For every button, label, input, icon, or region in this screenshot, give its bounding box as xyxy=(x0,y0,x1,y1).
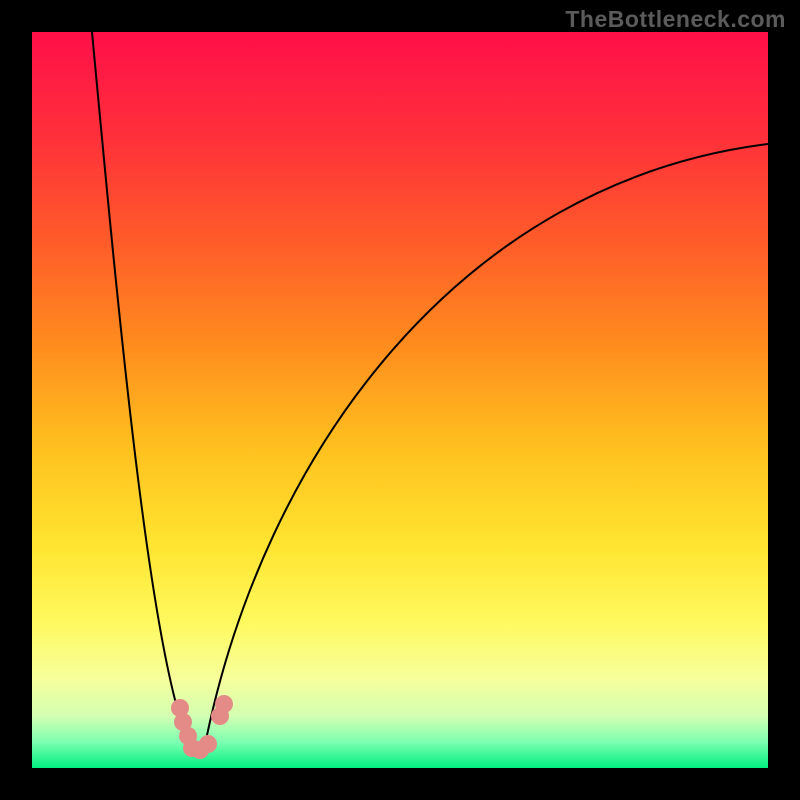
plot-area xyxy=(32,32,768,768)
watermark-text: TheBottleneck.com xyxy=(565,6,786,33)
gradient-background xyxy=(32,32,768,768)
chart-container: TheBottleneck.com xyxy=(0,0,800,800)
data-marker xyxy=(199,735,217,753)
plot-svg xyxy=(32,32,768,768)
data-marker xyxy=(215,695,233,713)
